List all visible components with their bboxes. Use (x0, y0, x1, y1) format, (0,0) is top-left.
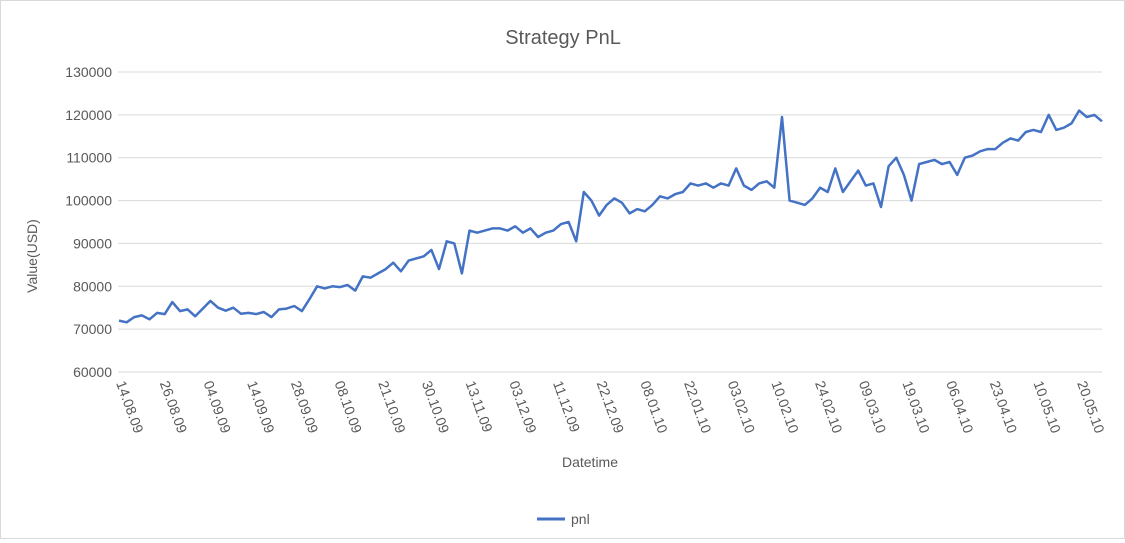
series-line-pnl (118, 109, 1103, 324)
chart-title: Strategy PnL (505, 27, 621, 49)
y-tick-label: 80000 (73, 278, 112, 294)
y-axis-label: Value(USD) (24, 219, 40, 293)
legend-label-pnl: pnl (571, 511, 590, 527)
x-tick-label: 11.12.09 (550, 379, 583, 435)
x-tick-label: 28.09.09 (288, 379, 322, 436)
x-tick-label: 14.09.09 (244, 379, 278, 436)
x-tick-label: 26.08.09 (157, 379, 191, 436)
x-tick-label: 19.03.10 (899, 379, 933, 436)
x-tick-label: 06.04.10 (943, 379, 977, 436)
y-tick-label: 70000 (73, 321, 112, 337)
x-tick-label: 21.10.09 (375, 379, 409, 436)
x-tick-label: 24.02.10 (812, 379, 846, 436)
x-tick-label: 09.03.10 (856, 379, 890, 436)
x-tick-label: 30.10.09 (419, 379, 453, 436)
x-tick-label: 14.08.09 (113, 379, 147, 436)
x-tick-label: 03.02.10 (725, 379, 759, 436)
y-tick-label: 130000 (65, 64, 112, 80)
x-tick-label: 23.04.10 (987, 379, 1021, 436)
y-tick-label: 100000 (65, 193, 112, 209)
x-tick-label: 13.11.09 (463, 379, 496, 435)
x-tick-label: 10.02.10 (768, 379, 802, 436)
x-tick-label: 22.01.10 (681, 379, 715, 436)
x-tick-label: 08.10.09 (332, 379, 366, 436)
x-tick-label: 08.01.10 (637, 379, 671, 436)
legend: pnl (537, 511, 590, 527)
y-tick-label: 110000 (66, 150, 112, 166)
y-tick-label: 120000 (65, 107, 112, 123)
x-tick-label: 10.05.10 (1030, 379, 1064, 436)
x-tick-label: 03.12.09 (506, 379, 540, 436)
y-tick-label: 60000 (73, 364, 112, 380)
x-axis-label: Datetime (562, 454, 618, 470)
x-tick-label: 20.05.10 (1074, 379, 1108, 436)
y-tick-label: 90000 (73, 235, 112, 251)
x-tick-label: 22.12.09 (594, 379, 628, 436)
x-tick-label: 04.09.09 (201, 379, 235, 436)
